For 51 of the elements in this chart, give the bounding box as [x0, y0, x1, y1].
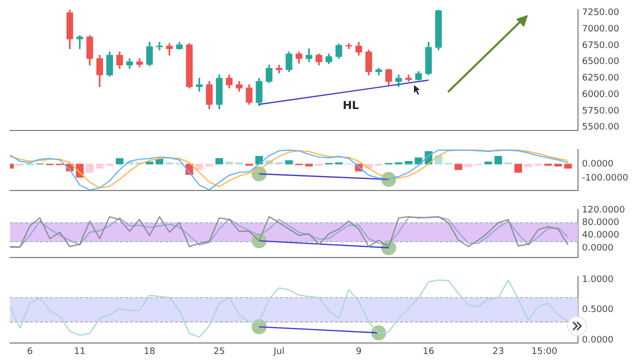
bar — [156, 158, 164, 164]
candlestick — [276, 64, 282, 74]
bar — [464, 164, 472, 168]
bar — [225, 162, 234, 164]
bar — [285, 160, 293, 164]
bar — [305, 164, 313, 166]
x-tick-label: 9 — [356, 346, 362, 357]
y-tick-label: 0.0000 — [582, 243, 614, 254]
y-tick-label: 6500.00 — [582, 57, 620, 68]
bar — [484, 162, 492, 164]
bar — [494, 156, 502, 164]
bar — [454, 164, 462, 170]
x-tick-label: 18 — [144, 346, 156, 357]
bar — [434, 155, 442, 164]
x-tick-label: 11 — [74, 346, 86, 357]
y-tick-label: 0.0000 — [582, 336, 614, 346]
bar — [215, 158, 224, 164]
x-tick-label: 16 — [422, 346, 435, 357]
bar — [205, 164, 214, 166]
y-tick-label: 7000.00 — [582, 24, 620, 34]
y-tick-label: 1.0000 — [582, 274, 614, 285]
y-tick-label: 120.0000 — [582, 205, 626, 216]
y-tick-label: 5750.00 — [582, 106, 620, 116]
y-tick-label: 40.0000 — [582, 230, 620, 241]
y-tick-label: 6750.00 — [582, 40, 620, 51]
bar — [196, 164, 204, 170]
y-tick-label: 5500.00 — [582, 122, 620, 133]
y-tick-label: 6250.00 — [582, 74, 620, 84]
bar — [564, 164, 572, 169]
y-tick-label: 6000.00 — [582, 90, 620, 100]
bar — [86, 164, 94, 173]
x-tick-label: Jul — [272, 346, 284, 357]
y-tick-label: 7250.00 — [582, 8, 620, 18]
annotation: HL — [342, 99, 359, 112]
y-tick-label: 0.5000 — [582, 305, 614, 316]
bar — [404, 160, 412, 164]
bar — [146, 162, 154, 164]
y-tick-label: -100.0000 — [582, 173, 628, 184]
x-tick-label: 15:00 — [531, 346, 558, 357]
bar — [96, 164, 104, 169]
y-tick-label: 80.0000 — [582, 218, 620, 228]
x-tick-label: 23 — [492, 346, 504, 357]
bar — [116, 158, 124, 164]
candlestick — [166, 43, 173, 56]
x-tick-label: 6 — [27, 346, 34, 357]
y-tick-label: 0.0000 — [582, 159, 614, 170]
bar — [524, 164, 532, 168]
bar — [414, 157, 422, 164]
x-tick-label: 25 — [214, 346, 225, 357]
bar — [514, 164, 522, 173]
bar — [554, 164, 562, 166]
